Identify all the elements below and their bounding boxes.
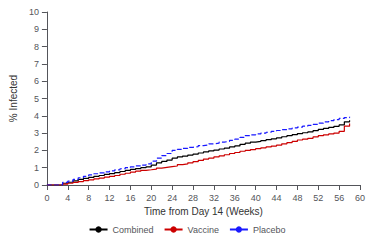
svg-text:12: 12	[105, 193, 115, 203]
svg-text:56: 56	[334, 193, 344, 203]
svg-text:32: 32	[209, 193, 219, 203]
svg-text:52: 52	[313, 193, 323, 203]
svg-text:4: 4	[34, 111, 39, 121]
svg-text:5: 5	[34, 94, 39, 104]
svg-text:4: 4	[65, 193, 70, 203]
svg-text:9: 9	[34, 24, 39, 34]
svg-text:Combined: Combined	[113, 225, 154, 235]
svg-text:24: 24	[167, 193, 177, 203]
svg-text:2: 2	[34, 145, 39, 155]
svg-text:6: 6	[34, 76, 39, 86]
svg-text:60: 60	[355, 193, 365, 203]
svg-text:44: 44	[272, 193, 282, 203]
svg-text:Placebo: Placebo	[253, 225, 286, 235]
svg-text:% Infected: % Infected	[8, 75, 19, 122]
svg-text:Vaccine: Vaccine	[188, 225, 219, 235]
svg-text:10: 10	[29, 7, 39, 17]
svg-text:Time from Day 14 (Weeks): Time from Day 14 (Weeks)	[144, 206, 263, 217]
svg-text:0: 0	[44, 193, 49, 203]
svg-text:3: 3	[34, 128, 39, 138]
svg-text:48: 48	[292, 193, 302, 203]
svg-text:1: 1	[34, 163, 39, 173]
svg-text:16: 16	[125, 193, 135, 203]
svg-text:20: 20	[146, 193, 156, 203]
svg-text:7: 7	[34, 59, 39, 69]
svg-text:28: 28	[188, 193, 198, 203]
svg-text:40: 40	[251, 193, 261, 203]
svg-text:36: 36	[230, 193, 240, 203]
svg-text:0: 0	[34, 180, 39, 190]
svg-text:8: 8	[86, 193, 91, 203]
svg-text:8: 8	[34, 42, 39, 52]
